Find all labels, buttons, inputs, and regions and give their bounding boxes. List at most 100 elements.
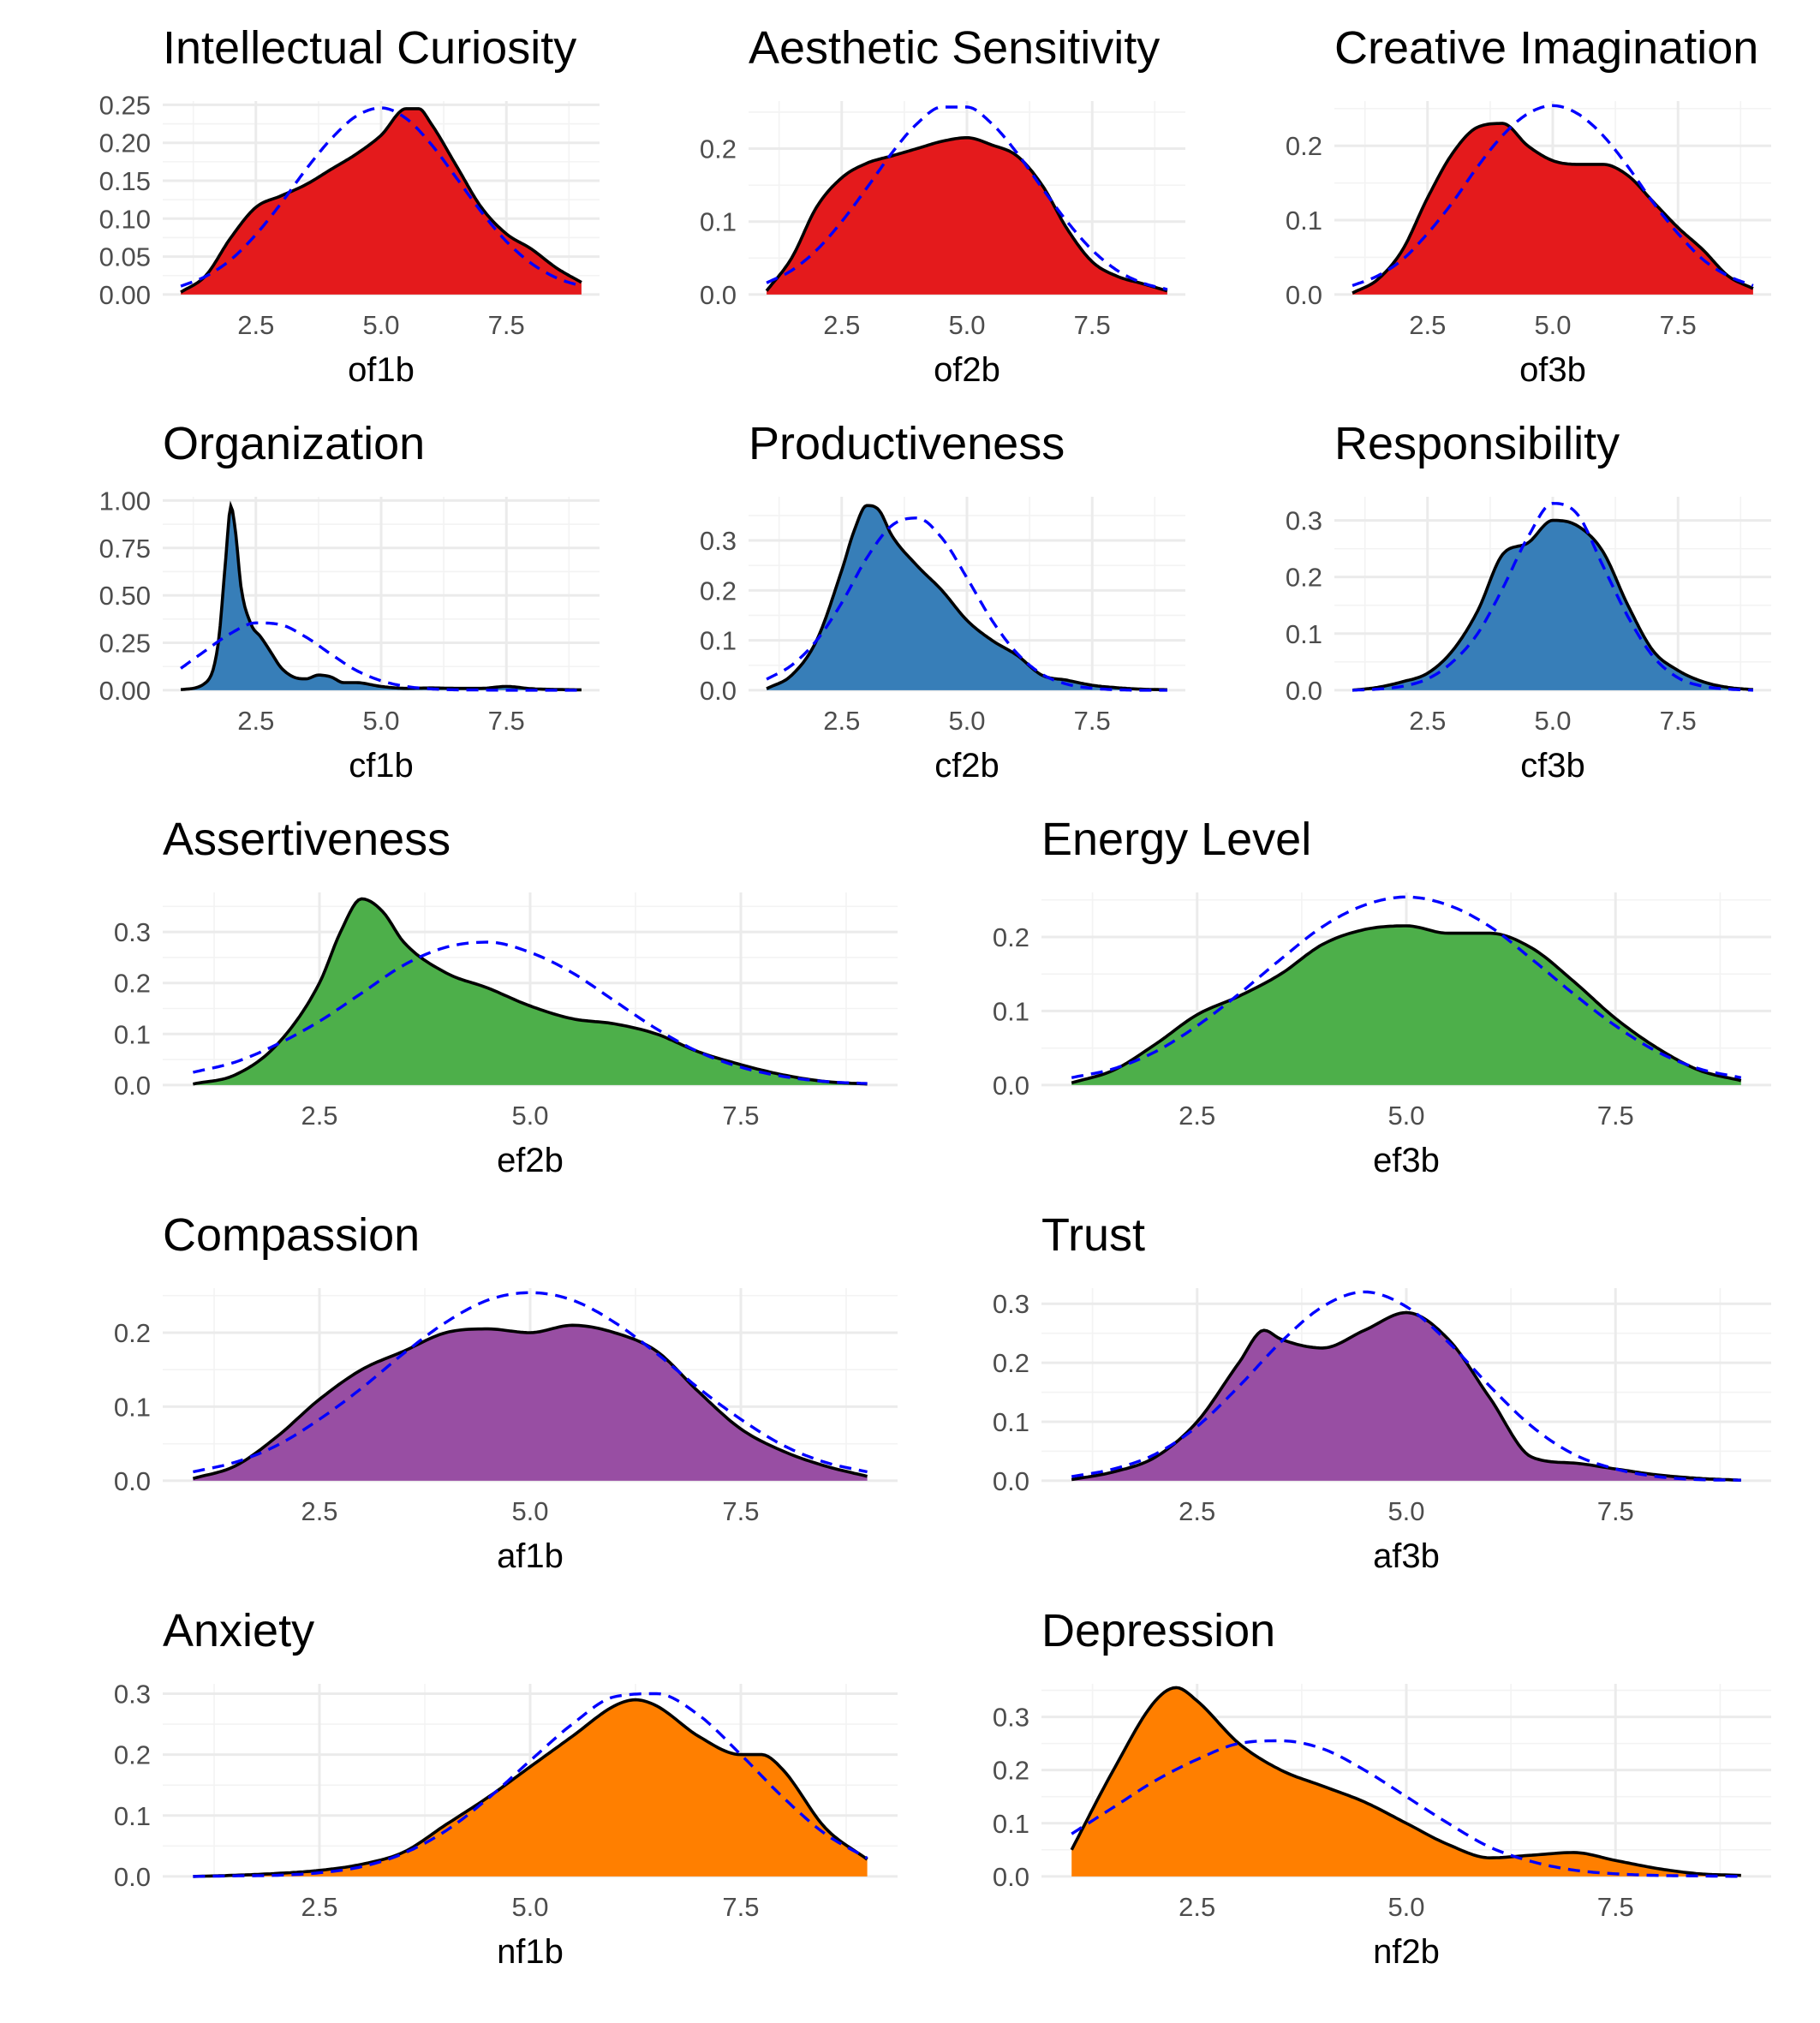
panel-title: Anxiety [163,1605,314,1656]
panel-title: Depression [1041,1605,1275,1656]
y-tick-label: 0.3 [114,1680,151,1710]
density-area [181,108,582,295]
panel-title: Assertiveness [163,814,451,865]
y-tick-label: 0.3 [993,1703,1029,1733]
y-tick-label: 0.0 [114,1466,151,1496]
y-tick-label: 0.1 [993,1809,1029,1839]
x-tick-label: 7.5 [1660,310,1697,340]
x-axis-label: cf2b [934,747,1000,785]
y-tick-label: 0.1 [114,1019,151,1049]
y-tick-label: 0.2 [1286,563,1322,593]
y-tick-label: 0.1 [114,1392,151,1422]
y-tick-label: 0.2 [700,134,737,164]
x-axis-label: of2b [934,351,1000,389]
y-tick-label: 0.2 [700,576,737,606]
x-tick-label: 7.5 [1660,706,1697,736]
y-tick-label: 0.0 [700,280,737,310]
x-tick-label: 7.5 [1597,1496,1634,1526]
density-area [193,1699,868,1877]
x-tick-label: 2.5 [823,310,860,340]
y-tick-label: 0.05 [99,242,151,272]
normal-curve [1071,1739,1741,1878]
normal-curve [1071,895,1742,1079]
y-tick-label: 0.2 [1286,131,1322,161]
y-tick-label: 0.0 [993,1466,1029,1496]
y-tick-label: 0.3 [114,917,151,947]
x-tick-label: 2.5 [301,1892,337,1922]
x-tick-label: 7.5 [1074,310,1111,340]
x-axis-label: ef3b [1373,1142,1440,1179]
x-axis-label: of3b [1519,351,1586,389]
x-tick-label: 7.5 [1074,706,1111,736]
panel-cf3b: 2.5 5.0 7.5 0.0 0.1 0.2 0.3 cf3b Responsibility [1286,418,1771,785]
x-axis-label: ef2b [497,1142,564,1179]
x-axis-label: af1b [497,1537,564,1575]
density-line [180,107,582,294]
y-tick-label: 0.1 [700,626,737,656]
panel-nf1b: 2.5 5.0 7.5 0.0 0.1 0.2 0.3 nf1b Anxiety [114,1605,898,1971]
y-tick-label: 0.2 [993,1756,1029,1786]
x-tick-label: 5.0 [511,1496,548,1526]
y-tick-label: 0.1 [993,996,1029,1026]
density-area [767,137,1167,295]
panel-title: Energy Level [1041,814,1311,865]
density-area [1352,123,1753,295]
y-tick-label: 0.1 [1286,206,1322,236]
normal-curve [1352,501,1753,692]
y-tick-label: 1.00 [99,486,151,516]
y-tick-label: 0.25 [99,629,151,659]
density-area [181,506,582,690]
x-tick-label: 5.0 [948,706,985,736]
y-tick-label: 0.2 [114,969,151,999]
panel-nf2b: 2.5 5.0 7.5 0.0 0.1 0.2 0.3 nf2b Depression [993,1605,1771,1971]
normal-curve [193,1291,868,1474]
density-area [1071,1687,1741,1877]
normal-curve [193,940,868,1085]
x-axis-label: af3b [1373,1537,1440,1575]
y-tick-label: 0.3 [1286,506,1322,536]
x-tick-label: 2.5 [1409,310,1446,340]
panel-title: Creative Imagination [1334,22,1758,74]
panel-af1b: 2.5 5.0 7.5 0.0 0.1 0.2 af1b Compassion [114,1209,898,1575]
x-tick-label: 7.5 [1597,1101,1634,1131]
x-tick-label: 7.5 [722,1892,759,1922]
x-tick-label: 2.5 [823,706,860,736]
y-tick-label: 0.15 [99,166,151,196]
y-tick-label: 0.2 [114,1318,151,1348]
density-line [1071,924,1742,1085]
y-tick-label: 0.3 [700,526,737,556]
density-line [766,504,1167,692]
panel-title: Trust [1041,1209,1145,1261]
density-area [1352,520,1753,690]
normal-curve [180,621,582,692]
x-axis-label: nf1b [497,1933,564,1971]
density-area [1071,1312,1741,1481]
x-tick-label: 5.0 [362,706,399,736]
y-tick-label: 0.20 [99,128,151,158]
x-tick-label: 5.0 [362,310,399,340]
panel-title: Aesthetic Sensitivity [749,22,1160,74]
panel-ef3b: 2.5 5.0 7.5 0.0 0.1 0.2 ef3b Energy Level [993,814,1771,1179]
y-tick-label: 0.2 [993,1348,1029,1378]
x-tick-label: 5.0 [1387,1496,1424,1526]
x-tick-label: 7.5 [488,310,525,340]
y-tick-label: 0.3 [993,1289,1029,1319]
panel-cf1b: 2.5 5.0 7.5 0.00 0.25 0.50 0.75 1.00 cf1b Organiz… [99,418,600,785]
y-tick-label: 0.00 [99,280,151,310]
y-tick-label: 0.0 [700,676,737,706]
y-tick-label: 0.25 [99,90,151,120]
density-area [193,1325,868,1481]
density-area [193,898,868,1085]
x-tick-label: 7.5 [722,1496,759,1526]
x-tick-label: 2.5 [1409,706,1446,736]
panel-af3b: 2.5 5.0 7.5 0.0 0.1 0.2 0.3 af3b Trust [993,1209,1771,1575]
x-tick-label: 5.0 [1534,310,1571,340]
x-tick-label: 7.5 [1597,1892,1634,1922]
x-axis-label: cf3b [1520,747,1585,785]
x-axis-label: nf2b [1373,1933,1440,1971]
x-tick-label: 5.0 [1387,1101,1424,1131]
x-tick-label: 5.0 [511,1101,548,1131]
y-tick-label: 0.1 [114,1801,151,1831]
y-tick-label: 0.1 [1286,619,1322,649]
